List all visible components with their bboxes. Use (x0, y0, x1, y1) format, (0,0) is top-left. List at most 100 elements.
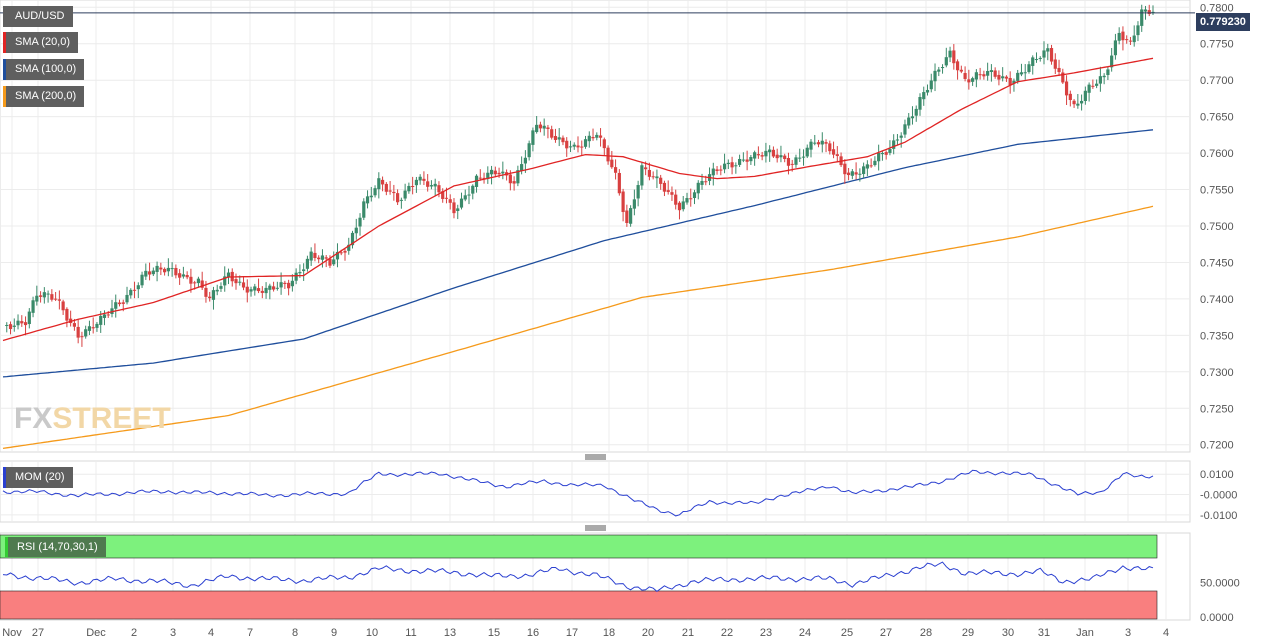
x-tick-label: 15 (488, 627, 500, 639)
candle (84, 325, 88, 339)
candle (726, 159, 730, 170)
candle-body (463, 195, 467, 200)
candle-body (865, 164, 869, 169)
price-tick-label: 0.7350 (1200, 330, 1234, 342)
candle-body (632, 199, 636, 209)
candle (317, 255, 321, 264)
candle-body (196, 278, 201, 284)
candle-body (546, 127, 550, 130)
candle-body (211, 290, 216, 300)
candle (583, 135, 588, 149)
candle-body (20, 321, 24, 324)
candle-body (290, 280, 294, 287)
candle-body (617, 172, 621, 194)
candle (20, 315, 24, 327)
candle-body (516, 170, 520, 184)
candle (328, 255, 332, 269)
candle (87, 320, 92, 336)
panel-resize-handle[interactable] (585, 454, 606, 460)
candle-body (411, 186, 415, 188)
candle (215, 284, 219, 296)
candle-body (234, 279, 238, 284)
x-tick-label: 4 (208, 627, 214, 639)
candle (535, 116, 539, 134)
candle-body (1095, 83, 1099, 86)
candle (655, 169, 659, 189)
candle-body (1016, 72, 1020, 81)
candle-body (775, 154, 779, 159)
candle-body (309, 251, 313, 261)
panel-resize-handle[interactable] (585, 525, 606, 531)
candle-body (805, 147, 809, 157)
candle (899, 132, 903, 148)
x-tick-label: 23 (760, 627, 772, 639)
candle-body (313, 252, 317, 259)
mom-badge[interactable]: MOM (20) (3, 467, 73, 488)
candle (843, 159, 847, 184)
x-tick-label: 18 (603, 627, 615, 639)
candle (1076, 94, 1080, 109)
candle (940, 64, 945, 74)
rsi-line (2, 561, 1154, 593)
candle-body (952, 50, 956, 64)
candle-body (72, 323, 77, 327)
candle-body (65, 308, 69, 321)
candle-body (354, 227, 358, 234)
candle (441, 188, 445, 203)
x-tick-label: 21 (682, 627, 694, 639)
candle (343, 248, 347, 261)
candle (170, 262, 174, 277)
candle (384, 182, 388, 196)
candle-body (215, 289, 219, 292)
candle (681, 196, 685, 212)
candle-body (854, 172, 858, 175)
candle (892, 134, 896, 155)
candle (61, 299, 65, 315)
candle (640, 162, 644, 190)
candle-body (553, 136, 558, 140)
candle-body (835, 154, 839, 157)
rsi-tick-label: 0.0000 (1200, 612, 1234, 624)
fxstreet-watermark: FXSTREET (14, 402, 171, 435)
candle-body (846, 172, 851, 176)
candle-body (756, 154, 760, 156)
x-tick-label: 25 (841, 627, 853, 639)
candle-body (914, 108, 918, 116)
sma200-line (2, 205, 1154, 450)
sma100-badge[interactable]: SMA (100,0) (3, 59, 85, 80)
candle (862, 162, 866, 179)
candle (459, 192, 464, 210)
candle (831, 141, 836, 159)
candle (692, 189, 697, 205)
candle-body (350, 232, 355, 246)
candle (433, 178, 437, 197)
candle (166, 258, 170, 277)
mom-tick-label: -0.0000 (1200, 490, 1237, 502)
candle-body (275, 287, 279, 289)
candle (1102, 73, 1106, 85)
price-tick-label: 0.7450 (1200, 257, 1234, 269)
candle-body (937, 69, 941, 72)
candle (1027, 61, 1031, 74)
candle-body (572, 144, 576, 147)
price-tick-label: 0.7200 (1200, 440, 1234, 452)
rsi-badge[interactable]: RSI (14,70,30,1) (5, 537, 106, 557)
candle (76, 319, 80, 344)
candle-body (899, 135, 903, 138)
candle (989, 64, 993, 82)
candle-body (677, 202, 682, 211)
sma20-badge[interactable]: SMA (20,0) (3, 32, 79, 53)
candle-body (1068, 93, 1072, 101)
sma200-badge[interactable]: SMA (200,0) (3, 86, 85, 107)
candle (948, 46, 952, 63)
candle-body (888, 148, 892, 153)
candle (764, 142, 768, 163)
candle-body (884, 152, 888, 155)
candle-body (655, 176, 659, 179)
candle-body (91, 327, 95, 329)
candle-body (1140, 9, 1144, 26)
candle-body (629, 208, 633, 224)
instrument-badge[interactable]: AUD/USD (3, 6, 73, 27)
candle (256, 278, 261, 294)
candle-body (922, 92, 926, 100)
